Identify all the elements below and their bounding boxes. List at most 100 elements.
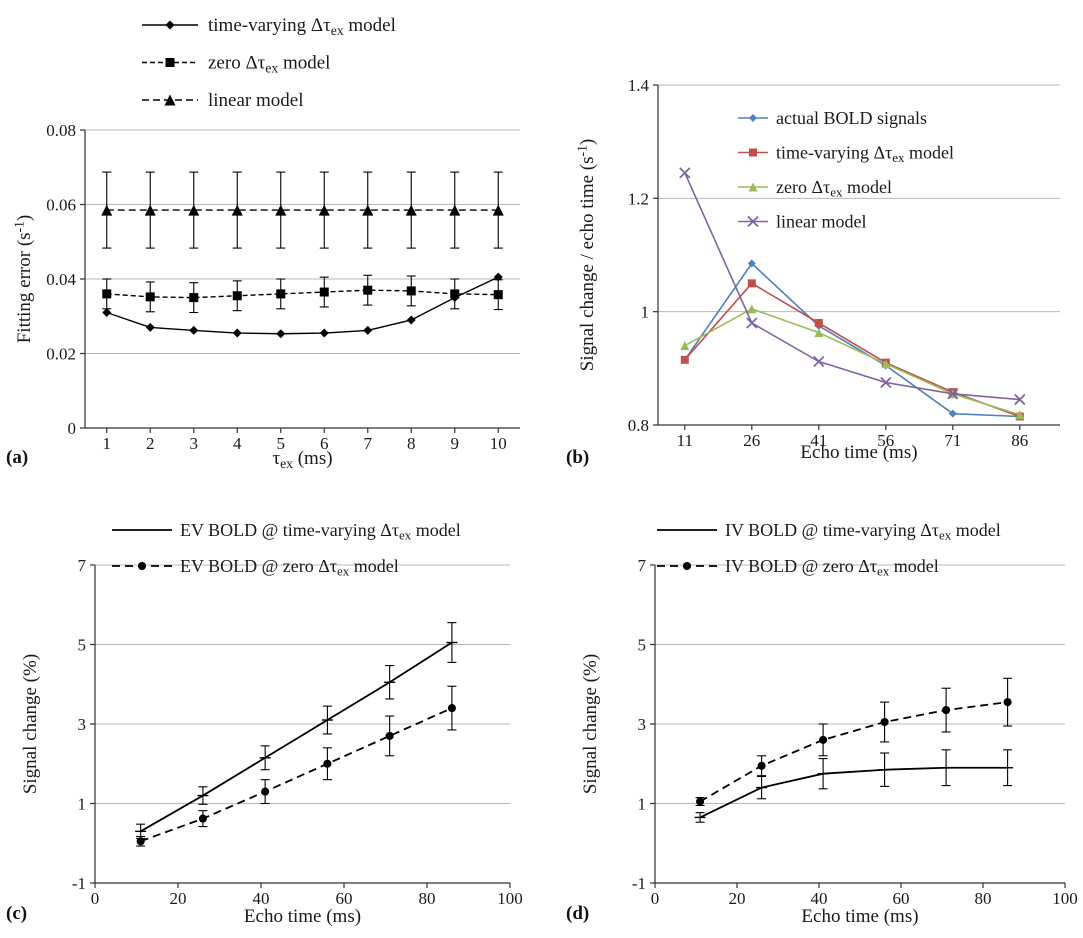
y-tick-label: 7 <box>638 556 647 575</box>
marker-diamond <box>749 114 757 122</box>
series-0 <box>135 622 458 840</box>
marker-circle <box>137 561 147 571</box>
marker-triangle <box>144 204 156 216</box>
y-tick-label: 1 <box>638 795 647 814</box>
gridlines <box>658 84 1060 313</box>
series-1 <box>136 685 457 847</box>
marker-circle <box>385 731 394 740</box>
marker-circle <box>198 814 207 823</box>
y-tick-label: 3 <box>638 715 647 734</box>
marker-diamond <box>102 308 112 318</box>
marker-diamond <box>232 328 242 338</box>
axes: 0 20 40 60 80 100 -1 1 3 5 7 <box>632 556 1078 908</box>
marker-triangle <box>680 341 690 351</box>
marker-triangle <box>492 204 504 216</box>
gridlines <box>85 129 520 354</box>
x-tick-label: 0 <box>651 889 660 908</box>
marker-square <box>276 289 286 299</box>
marker-diamond <box>406 315 416 325</box>
marker-circle <box>682 561 692 571</box>
marker-triangle <box>188 204 200 216</box>
marker-circle <box>819 735 828 744</box>
x-tick-label: 6 <box>320 434 329 453</box>
y-tick-label: 5 <box>638 636 647 655</box>
legend-label: zero Δτex model <box>208 53 330 76</box>
marker-diamond <box>363 325 373 335</box>
gridlines <box>655 564 1065 804</box>
x-tick-label: 80 <box>419 889 436 908</box>
x-tick-label: 1 <box>103 434 112 453</box>
series-1 <box>695 677 1013 807</box>
legend-label: EV BOLD @ zero Δτex model <box>180 556 399 579</box>
series-line <box>684 282 1021 418</box>
marker-square <box>165 58 175 67</box>
marker-square <box>680 355 689 364</box>
marker-circle <box>696 797 705 806</box>
series-line <box>684 172 1020 401</box>
marker-circle <box>136 837 145 846</box>
x-tick-label: 5 <box>277 434 286 453</box>
series-0 <box>680 259 1024 421</box>
x-tick-label: 11 <box>677 431 693 450</box>
x-tick-label: 26 <box>743 431 760 450</box>
series-line <box>106 289 499 299</box>
y-tick-label: 1.4 <box>628 76 650 95</box>
x-tick-label: 100 <box>497 889 523 908</box>
panel-c: 0 20 40 60 80 100 -1 1 3 5 7 Echo time (ms) Signal c… <box>0 470 560 938</box>
marker-circle <box>261 787 270 796</box>
gridlines <box>95 564 510 804</box>
marker-square <box>363 285 373 295</box>
series-3 <box>679 167 1026 406</box>
x-axis-label: Echo time (ms) <box>800 442 917 463</box>
marker-triangle <box>449 204 461 216</box>
axes: 1 2 3 4 5 6 7 8 9 10 0 0.02 0.04 0.06 0.08 <box>46 121 520 453</box>
marker-triangle <box>362 204 374 216</box>
marker-triangle <box>101 204 113 216</box>
marker-triangle <box>231 204 243 216</box>
x-tick-label: 0 <box>91 889 100 908</box>
series-line <box>140 641 453 833</box>
legend-label: linear model <box>208 90 304 111</box>
x-tick-label: 100 <box>1052 889 1078 908</box>
y-tick-label: 0.8 <box>628 416 649 435</box>
legend-label: time-varying Δτex model <box>208 15 396 38</box>
legend-label: time-varying Δτex model <box>776 143 954 166</box>
series-line <box>684 262 1020 418</box>
panel-label-d: (d) <box>566 903 590 924</box>
marker-x <box>1014 393 1026 406</box>
legend-label: linear model <box>776 212 866 232</box>
marker-diamond <box>319 328 329 338</box>
legend: EV BOLD @ time-varying Δτex model EV BOLD… <box>112 520 461 579</box>
y-tick-label: 5 <box>78 636 87 655</box>
y-tick-label: 0.06 <box>46 196 76 215</box>
x-tick-label: 4 <box>233 434 242 453</box>
marker-triangle <box>881 359 891 369</box>
marker-circle <box>942 706 951 715</box>
marker-triangle <box>275 204 287 216</box>
marker-triangle <box>814 328 824 338</box>
marker-x <box>880 376 892 389</box>
x-tick-label: 60 <box>893 889 910 908</box>
marker-square <box>450 289 460 299</box>
y-tick-label: 0.04 <box>46 270 76 289</box>
marker-x <box>947 388 959 400</box>
x-axis-label: Echo time (ms) <box>801 906 918 927</box>
x-tick-label: 80 <box>975 889 992 908</box>
y-tick-label: 0 <box>68 419 77 438</box>
x-tick-label: 60 <box>336 889 353 908</box>
panel-d: 0 20 40 60 80 100 -1 1 3 5 7 Echo time (ms) Signal c… <box>560 470 1083 938</box>
marker-square <box>102 289 112 299</box>
x-tick-label: 40 <box>253 889 270 908</box>
y-tick-label: -1 <box>632 874 646 893</box>
chart-a-svg: 1 2 3 4 5 6 7 8 9 10 0 0.02 0.04 0.06 0.08 τex (ms) Fitt… <box>12 15 520 471</box>
panel-label-a: (a) <box>6 447 29 468</box>
chart-c-svg: 0 20 40 60 80 100 -1 1 3 5 7 Echo time (ms) Signal c… <box>20 520 523 927</box>
marker-square <box>189 293 199 303</box>
legend-label: zero Δτex model <box>776 177 892 200</box>
marker-triangle <box>747 304 757 314</box>
series-line <box>684 307 1021 416</box>
panel-b: 11 26 41 56 71 86 0.8 1 1.2 1.4 Echo time (ms) Sign… <box>560 0 1083 470</box>
marker-triangle <box>1015 410 1025 420</box>
marker-x <box>813 355 825 368</box>
marker-square <box>747 279 756 288</box>
